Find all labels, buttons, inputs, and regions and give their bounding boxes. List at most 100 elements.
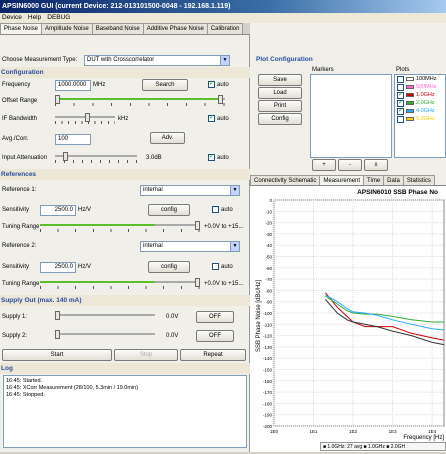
y-tick-label: -80 — [265, 288, 272, 293]
ref2-tuning-range-label: Tuning Range — [2, 281, 40, 287]
avg-corr-label: Avg./Corr. — [2, 136, 29, 142]
ref2-sensitivity-input[interactable]: 2500.0 — [40, 262, 76, 273]
menu-bar: Device Help DEBUG — [0, 13, 446, 23]
series-line — [325, 294, 445, 331]
log-line: 16:45: XCorr Measurement (28/100, 5.3min… — [6, 385, 139, 391]
config-button[interactable]: Config — [258, 113, 302, 125]
tab-time[interactable]: Time — [363, 175, 385, 185]
ref1-tuning-value: +0.0V to +15... — [204, 224, 244, 230]
frequency-auto-checkbox[interactable]: auto — [208, 79, 229, 88]
tab-measurement[interactable]: Measurement — [319, 175, 365, 185]
tab-baseband-noise[interactable]: Baseband Noise — [91, 23, 144, 34]
menu-help[interactable]: Help — [27, 14, 42, 21]
markers-list[interactable] — [310, 74, 392, 158]
supply-1-toggle-button[interactable]: OFF — [196, 311, 234, 323]
offset-range-slider[interactable] — [55, 95, 225, 106]
ref1-tuning-slider[interactable] — [40, 221, 200, 232]
plot-checkbox[interactable] — [397, 75, 404, 83]
ref1-config-button[interactable]: config — [148, 204, 190, 216]
log-panel[interactable]: 16:45: Started. 16:45: XCorr Measurement… — [3, 375, 247, 448]
menu-device[interactable]: Device — [2, 14, 22, 21]
y-tick-label: -160 — [263, 379, 273, 384]
tab-calibration[interactable]: Calibration — [206, 23, 244, 34]
if-bandwidth-label: IF Bandwidth — [2, 116, 38, 122]
attenuation-auto-checkbox[interactable]: auto — [208, 152, 229, 161]
tab-amplitude-noise[interactable]: Amplitude Noise — [41, 23, 93, 34]
y-tick-label: -40 — [265, 243, 272, 248]
ref2-tuning-slider[interactable] — [40, 278, 200, 289]
plot-name: 4.0GHz — [416, 108, 435, 114]
offset-range-label: Offset Range — [2, 98, 38, 104]
series-line — [325, 299, 445, 346]
reference-2-label: Reference 2: — [2, 243, 37, 249]
supply-1-label: Supply 1: — [2, 314, 28, 320]
plot-color-swatch — [406, 109, 414, 113]
bandwidth-auto-checkbox[interactable]: auto — [208, 113, 229, 122]
start-button[interactable]: Start — [2, 349, 112, 361]
reference-2-select[interactable]: internal ▼ — [140, 241, 240, 252]
ref1-auto-checkbox[interactable]: auto — [212, 206, 233, 213]
clear-markers-button[interactable]: x — [364, 159, 388, 171]
attenuation-slider[interactable] — [55, 152, 137, 163]
plot-item[interactable]: 1.0GHz — [395, 90, 445, 99]
print-button[interactable]: Print — [258, 100, 302, 112]
x-tick-label: 1E4 — [428, 429, 437, 434]
ref2-config-button[interactable]: config — [148, 261, 190, 273]
remove-marker-button[interactable]: - — [338, 159, 362, 171]
y-tick-label: -30 — [265, 232, 272, 237]
plot-color-swatch — [406, 101, 414, 105]
reference-1-select[interactable]: internal ▼ — [140, 185, 240, 196]
tab-data[interactable]: Data — [383, 175, 404, 185]
supply-2-slider[interactable] — [55, 330, 155, 340]
search-button[interactable]: Search — [142, 79, 188, 91]
repeat-button[interactable]: Repeat — [180, 349, 246, 361]
y-tick-label: -90 — [265, 300, 272, 305]
plot-checkbox[interactable] — [397, 106, 404, 115]
ref2-auto-checkbox[interactable]: auto — [212, 263, 233, 270]
phase-noise-chart[interactable]: APSIN6010 SSB Phase No SSB Phase Noise [… — [250, 186, 446, 452]
tab-connectivity[interactable]: Connectivity Schematic — [250, 175, 321, 185]
x-tick-label: 1E0 — [270, 429, 279, 434]
plot-name: 2.0GHz — [416, 100, 435, 106]
stop-button[interactable]: Stop — [114, 349, 178, 361]
save-button[interactable]: Save — [258, 74, 302, 86]
plots-list[interactable]: 100MHz 500MHz 1.0GHz 2.0GHz 4.0GHz 5.0GHz — [394, 74, 446, 158]
chart-legend: ■ 1.0GHz: 27 avg ■ 1.0GHz ■ 2.0GH — [320, 442, 446, 451]
left-panel: Choose Measurement Type: DUT with Crossc… — [0, 35, 250, 452]
main-tabs: Phase Noise Amplitude Noise Baseband Noi… — [0, 23, 250, 35]
y-tick-label: -110 — [263, 322, 272, 327]
avg-corr-input[interactable]: 100 — [55, 134, 91, 145]
if-bandwidth-slider[interactable] — [55, 113, 115, 124]
y-tick-label: -200 — [263, 424, 273, 429]
y-tick-label: -120 — [263, 334, 273, 339]
tab-phase-noise[interactable]: Phase Noise — [0, 23, 43, 34]
supply-2-toggle-button[interactable]: OFF — [196, 330, 234, 342]
plot-checkbox[interactable] — [397, 115, 404, 123]
log-line: 16:45: Stopped. — [6, 392, 45, 398]
input-attenuation-label: Input Attenuation — [2, 155, 48, 161]
frequency-input[interactable]: 1000.0000 — [55, 80, 91, 91]
plot-name: 500MHz — [416, 84, 437, 90]
add-marker-button[interactable]: + — [312, 159, 336, 171]
measurement-type-select[interactable]: DUT with Crosscorrelator ▼ — [84, 55, 230, 66]
load-button[interactable]: Load — [258, 87, 302, 99]
chevron-down-icon: ▼ — [230, 242, 239, 251]
supply-1-slider[interactable] — [55, 311, 155, 321]
tab-additive-phase-noise[interactable]: Additive Phase Noise — [142, 23, 208, 34]
plot-item[interactable]: 100MHz — [395, 75, 445, 83]
ref1-sensitivity-input[interactable]: 2500.0 — [40, 205, 76, 216]
x-tick-label: 1E1 — [310, 429, 319, 434]
menu-debug[interactable]: DEBUG — [47, 14, 71, 21]
chart-xlabel: Frequency [Hz] — [403, 435, 444, 441]
supply-header: Supply Out (max. 140 mA) — [0, 295, 250, 306]
plot-item[interactable]: 4.0GHz — [395, 106, 445, 115]
plot-name: 100MHz — [416, 76, 437, 82]
plot-item[interactable]: 5.0GHz — [395, 115, 445, 123]
frequency-unit: MHz — [93, 82, 106, 88]
plot-color-swatch — [406, 117, 414, 121]
tab-statistics[interactable]: Statistics — [402, 175, 435, 185]
chart-svg: APSIN6010 SSB Phase No SSB Phase Noise [… — [256, 189, 445, 441]
plot-name: 1.0GHz — [416, 92, 435, 98]
advanced-button[interactable]: Adv. — [150, 132, 185, 144]
references-header: References — [0, 169, 250, 180]
